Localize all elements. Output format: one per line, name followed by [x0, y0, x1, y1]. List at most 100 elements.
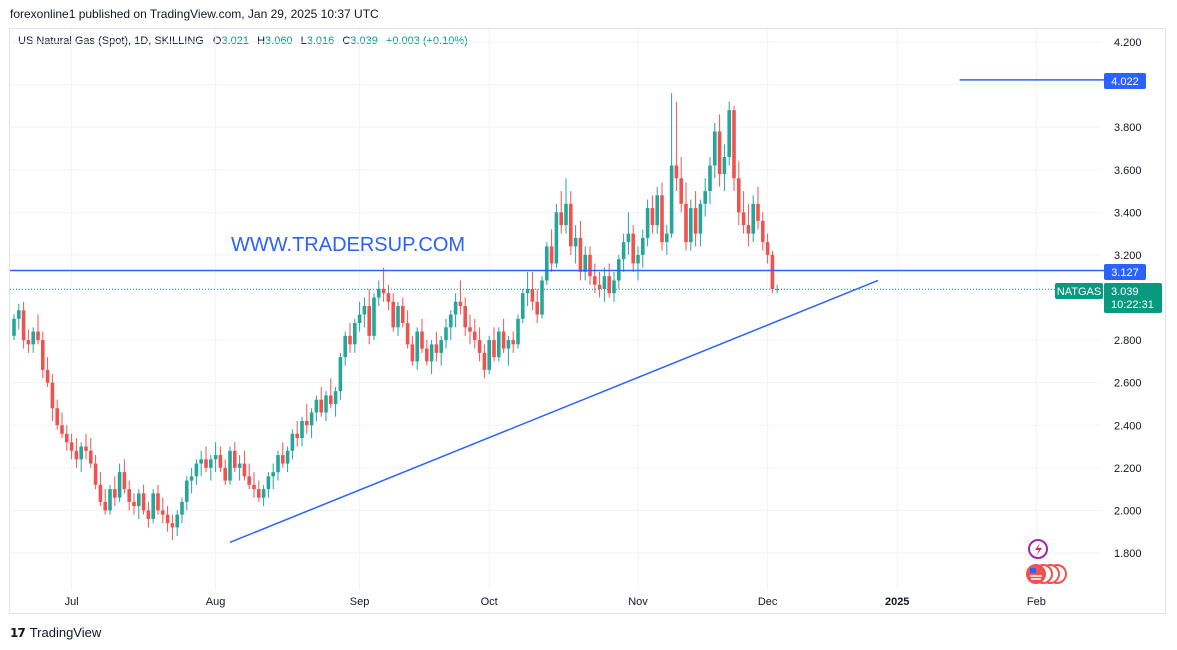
candle-body: [521, 293, 525, 319]
candle-body: [319, 399, 323, 413]
candle-body: [74, 450, 79, 460]
y-tick-label: 2.200: [1114, 463, 1142, 475]
candle-body: [353, 323, 357, 345]
candle-body: [233, 450, 237, 468]
candle-body: [21, 310, 26, 341]
footer-brand[interactable]: 17 TradingView: [10, 625, 101, 640]
candle-body: [593, 276, 597, 285]
y-tick-label: 3.800: [1114, 122, 1142, 134]
candle-body: [660, 195, 664, 243]
candle-body: [281, 455, 285, 464]
candle-body: [732, 110, 736, 179]
ticker-tag: [1055, 283, 1103, 299]
candle-body: [343, 335, 347, 358]
candle-body: [242, 463, 247, 477]
candle-body: [645, 208, 650, 238]
candle-body: [93, 463, 98, 485]
candle-body: [449, 314, 453, 328]
last-price-label: 3.039: [1111, 286, 1139, 298]
candle-body: [223, 467, 227, 481]
y-tick-label: 3.200: [1114, 250, 1142, 262]
candle-body: [257, 489, 261, 498]
footer-brand-label: TradingView: [29, 625, 102, 640]
candle-body: [60, 425, 64, 434]
candle-body: [525, 288, 530, 294]
x-tick-label: Jul: [65, 596, 79, 608]
candle-body: [703, 191, 707, 204]
candle-body: [161, 510, 165, 515]
candle-body: [689, 208, 693, 243]
candle-body: [631, 233, 635, 264]
candle-body: [247, 476, 251, 485]
change-value: +0.003 (+0.10%): [385, 35, 468, 47]
candle-body: [540, 280, 544, 315]
candle-body: [420, 331, 424, 349]
candle-body: [535, 301, 539, 315]
candle-body: [113, 489, 117, 498]
candle-body: [300, 420, 304, 439]
candle-body: [511, 340, 515, 345]
candle-body: [751, 203, 755, 234]
candle-body: [737, 178, 741, 213]
candle-body: [26, 340, 31, 345]
candle-body: [108, 489, 112, 511]
candle-body: [588, 254, 592, 277]
support-price-tag: [1104, 264, 1146, 280]
y-tick-label: 1.800: [1114, 548, 1142, 560]
candle-body: [717, 131, 722, 175]
candle-body: [559, 212, 563, 226]
y-tick-label: 2.800: [1114, 335, 1142, 347]
candle-body: [146, 510, 151, 519]
candle-body: [175, 514, 179, 528]
candle-body: [362, 306, 367, 315]
candle-body: [765, 242, 770, 255]
candle-body: [516, 318, 520, 345]
candle-body: [698, 203, 703, 234]
candle-body: [405, 323, 410, 345]
candle-body: [377, 288, 381, 298]
candle-body: [530, 288, 535, 302]
candle-body: [458, 301, 463, 307]
candle-body: [69, 442, 74, 451]
ascending-trendline: [229, 279, 879, 544]
candle-body: [122, 472, 127, 490]
x-tick-label: 2025: [885, 596, 909, 608]
candle-body: [564, 203, 568, 226]
candle-body: [396, 306, 400, 328]
candle-body: [295, 433, 299, 439]
candle-body: [41, 340, 45, 370]
candle-body: [569, 203, 573, 247]
candle-body: [367, 306, 371, 336]
y-tick-label: 2.600: [1114, 378, 1142, 390]
lightning-event-icon[interactable]: [1028, 539, 1048, 559]
candle-body: [204, 459, 208, 468]
candle-body: [761, 220, 765, 243]
candle-body: [636, 254, 640, 264]
candle-body: [156, 493, 160, 511]
us-flag-event-icons[interactable]: [1026, 564, 1067, 584]
y-tick-label: 2.400: [1114, 420, 1142, 432]
support-price-label: 3.127: [1111, 267, 1139, 279]
candle-body: [665, 233, 669, 243]
low-value: 3.016: [306, 35, 335, 47]
candle-body: [209, 459, 213, 468]
candle-body: [189, 476, 194, 481]
candle-body: [679, 178, 683, 204]
candle-body: [103, 501, 107, 511]
candle-body: [492, 340, 496, 358]
candle-body: [578, 237, 583, 272]
last-price-tag: [1104, 283, 1162, 313]
candle-body: [31, 331, 35, 345]
tradingview-logo-icon: 17: [10, 625, 26, 640]
candle-body: [276, 455, 280, 473]
candle-body: [79, 446, 83, 460]
candle-body: [89, 450, 93, 464]
candle-body: [401, 306, 405, 324]
candle-body: [741, 212, 746, 226]
candle-body: [655, 195, 659, 226]
high-label: H: [257, 35, 266, 47]
candle-body: [252, 484, 256, 490]
time-axis: Jul Aug Sep Oct Nov Dec 2025 Feb: [65, 596, 1046, 608]
candle-body: [357, 314, 362, 324]
